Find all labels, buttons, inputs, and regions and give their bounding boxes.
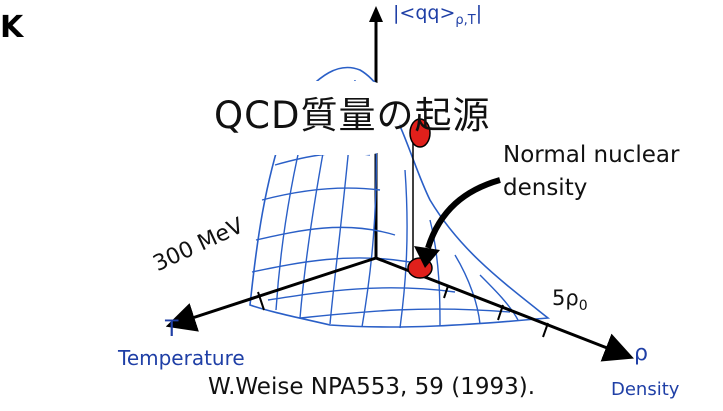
vertical-axis-arrowhead <box>369 6 383 22</box>
temperature-axis-name: Temperature <box>118 346 245 370</box>
density-axis-symbol: ρ <box>634 341 648 366</box>
page-title: QCD質量の起源 <box>214 94 491 137</box>
vacuum-point <box>409 118 431 148</box>
title-backdrop <box>204 81 400 155</box>
axis-ticks <box>257 285 549 338</box>
density-tick-label: 5ρ0 <box>552 286 588 314</box>
normal-density-arrow <box>425 177 501 249</box>
temperature-axis-symbol: T <box>165 317 179 342</box>
citation: W.Weise NPA553, 59 (1993). <box>208 374 536 400</box>
normal-density-label: Normal nuclear density <box>503 142 680 201</box>
y-axis-label: |<qq>ρ,T| <box>393 2 483 28</box>
density-axis-name: Density <box>611 379 680 400</box>
normal-density-arrowhead <box>414 246 440 268</box>
corner-text: K <box>0 10 24 45</box>
temperature-axis <box>165 256 377 332</box>
